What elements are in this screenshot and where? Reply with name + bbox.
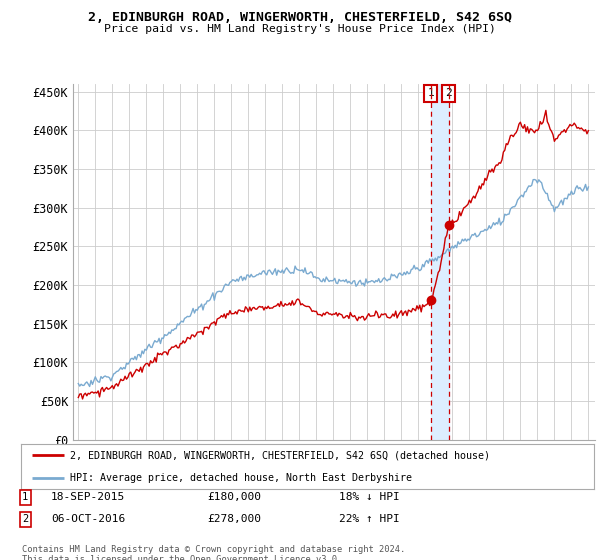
Text: 1: 1 xyxy=(427,88,434,98)
Text: £278,000: £278,000 xyxy=(207,514,261,524)
Text: HPI: Average price, detached house, North East Derbyshire: HPI: Average price, detached house, Nort… xyxy=(70,473,412,483)
Bar xyxy=(431,84,449,440)
Text: 2, EDINBURGH ROAD, WINGERWORTH, CHESTERFIELD, S42 6SQ: 2, EDINBURGH ROAD, WINGERWORTH, CHESTERF… xyxy=(88,11,512,24)
Text: 1: 1 xyxy=(22,492,28,502)
Text: 2, EDINBURGH ROAD, WINGERWORTH, CHESTERFIELD, S42 6SQ (detached house): 2, EDINBURGH ROAD, WINGERWORTH, CHESTERF… xyxy=(70,450,490,460)
Text: 2: 2 xyxy=(445,88,452,98)
Text: 2: 2 xyxy=(22,514,28,524)
Text: 18-SEP-2015: 18-SEP-2015 xyxy=(51,492,125,502)
Text: Price paid vs. HM Land Registry's House Price Index (HPI): Price paid vs. HM Land Registry's House … xyxy=(104,24,496,34)
Text: 18% ↓ HPI: 18% ↓ HPI xyxy=(339,492,400,502)
Text: 22% ↑ HPI: 22% ↑ HPI xyxy=(339,514,400,524)
Text: 06-OCT-2016: 06-OCT-2016 xyxy=(51,514,125,524)
Text: Contains HM Land Registry data © Crown copyright and database right 2024.
This d: Contains HM Land Registry data © Crown c… xyxy=(22,545,406,560)
Text: £180,000: £180,000 xyxy=(207,492,261,502)
